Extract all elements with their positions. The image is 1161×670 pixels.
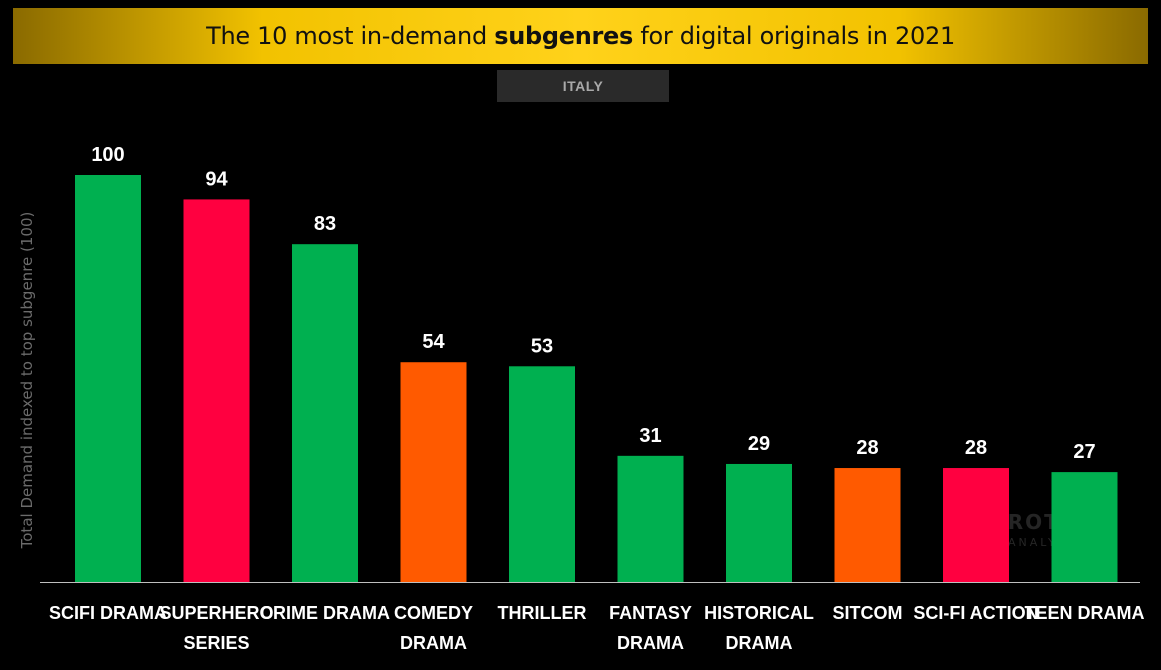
value-label-1: 100 — [91, 144, 124, 166]
category-label-line: SUPERHERO — [159, 603, 273, 623]
category-label-9: SCI-FI ACTION — [913, 603, 1038, 623]
chart-subtitle: ITALY — [497, 70, 669, 102]
bar-7 — [726, 463, 792, 582]
value-label-5: 53 — [531, 335, 553, 357]
category-label-line: TEEN DRAMA — [1025, 603, 1145, 623]
bar-8 — [834, 468, 901, 582]
value-label-4: 54 — [422, 331, 445, 353]
category-label-6: FANTASY DRAMA — [609, 603, 692, 653]
category-label-line: SERIES — [183, 633, 249, 653]
category-label-3: CRIME DRAMA — [260, 603, 390, 623]
value-label-2: 94 — [205, 168, 228, 190]
category-label-line: DRAMA — [726, 633, 793, 653]
value-label-3: 83 — [314, 213, 336, 235]
bar-4 — [400, 362, 467, 582]
title-part-1: The 10 most in-demand — [206, 22, 495, 50]
category-label-2: SUPERHERO SERIES — [159, 603, 273, 653]
category-label-7: HISTORICAL DRAMA — [704, 603, 814, 653]
category-label-8: SITCOM — [833, 603, 903, 623]
value-label-6: 31 — [639, 425, 661, 447]
bar-3 — [292, 244, 358, 582]
category-label-4: COMEDY DRAMA — [394, 603, 473, 653]
category-label-line: SCIFI DRAMA — [49, 603, 167, 623]
category-label-line: THRILLER — [498, 603, 587, 623]
category-label-line: COMEDY — [394, 603, 473, 623]
bar-1 — [75, 175, 141, 582]
bars-group — [75, 175, 1118, 583]
value-label-9: 28 — [965, 437, 987, 459]
bar-9 — [943, 468, 1009, 582]
bar-10 — [1051, 472, 1118, 582]
value-labels-group: 100 94 83 54 53 31 29 28 28 27 — [91, 144, 1095, 463]
category-label-line: DRAMA — [400, 633, 467, 653]
category-label-line: CRIME DRAMA — [260, 603, 390, 623]
category-label-10: TEEN DRAMA — [1025, 603, 1145, 623]
title-banner: The 10 most in-demand subgenres for digi… — [13, 8, 1148, 64]
title-bold-word: subgenres — [494, 22, 634, 50]
category-label-line: FANTASY — [609, 603, 692, 623]
category-label-line: HISTORICAL — [704, 603, 814, 623]
chart-title: The 10 most in-demand subgenres for digi… — [206, 22, 955, 50]
bar-2 — [183, 199, 250, 583]
bar-6 — [617, 455, 684, 582]
category-label-line: DRAMA — [617, 633, 684, 653]
value-label-8: 28 — [856, 437, 878, 459]
value-label-10: 27 — [1073, 441, 1095, 463]
category-label-5: THRILLER — [498, 603, 587, 623]
title-part-2: for digital originals in 2021 — [633, 22, 955, 50]
value-label-7: 29 — [748, 433, 770, 455]
category-label-line: SCI-FI ACTION — [913, 603, 1038, 623]
bar-5 — [509, 366, 575, 582]
category-label-line: SITCOM — [833, 603, 903, 623]
category-label-1: SCIFI DRAMA — [49, 603, 167, 623]
